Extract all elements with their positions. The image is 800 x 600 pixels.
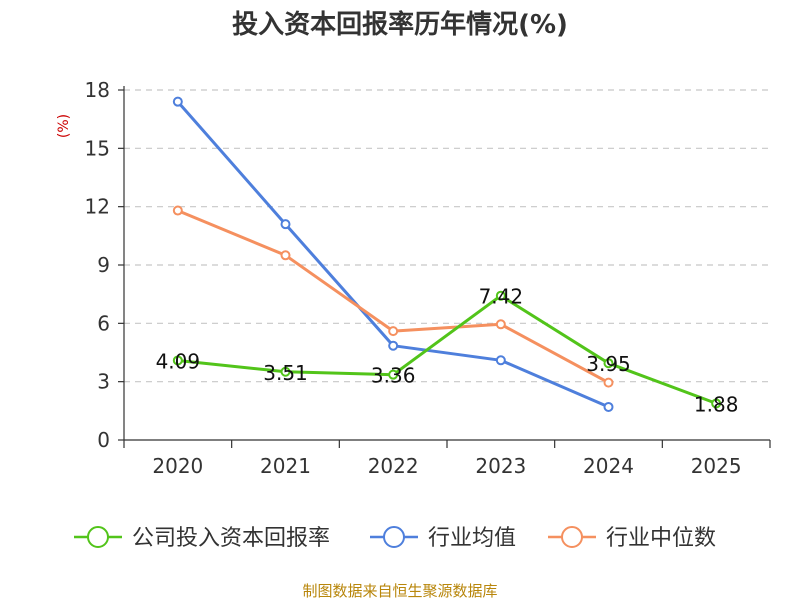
series-1-point-2021 bbox=[280, 219, 291, 230]
series-0-point-2024 bbox=[603, 358, 614, 369]
series-2-point-2020 bbox=[172, 205, 183, 216]
legend-swatch-marker-2 bbox=[561, 526, 583, 548]
grid-lines bbox=[124, 89, 770, 383]
legend: 公司投入资本回报率 行业均值 行业中位数 bbox=[74, 526, 716, 551]
series-2-point-2024 bbox=[603, 377, 614, 388]
y-tick-label-0: 0 bbox=[97, 428, 110, 452]
series-1-point-2020 bbox=[172, 96, 183, 107]
series-layer bbox=[172, 96, 722, 412]
series-0-point-2025 bbox=[711, 398, 722, 409]
legend-swatch-marker-0 bbox=[87, 526, 109, 548]
legend-item-1[interactable]: 行业均值 bbox=[370, 526, 516, 551]
x-tick-label-2021: 2021 bbox=[260, 454, 311, 478]
data-label-2023: 7.42 bbox=[479, 285, 524, 309]
source-note: 制图数据来自恒生聚源数据库 bbox=[302, 582, 497, 600]
series-0-point-2020 bbox=[172, 355, 183, 366]
axes: 0 3 6 9 12 15 18 2020 2021 2022 2023 2024 2025 bbox=[85, 78, 771, 478]
legend-item-0[interactable]: 公司投入资本回报率 bbox=[74, 526, 330, 551]
data-label-2021: 3.51 bbox=[263, 361, 308, 385]
x-tick-label-2023: 2023 bbox=[475, 454, 526, 478]
legend-label-2: 行业中位数 bbox=[606, 526, 716, 551]
series-0-point-2023 bbox=[495, 290, 506, 301]
data-labels: 4.09 3.51 3.36 7.42 3.95 1.88 bbox=[156, 285, 739, 417]
data-label-2022: 3.36 bbox=[371, 364, 416, 388]
series-line-1 bbox=[176, 100, 610, 409]
chart-title: 投入资本回报率历年情况(%) bbox=[232, 9, 568, 40]
y-tick-label-12: 12 bbox=[85, 195, 110, 219]
x-tick-label-2020: 2020 bbox=[152, 454, 203, 478]
legend-swatch-marker-1 bbox=[383, 526, 405, 548]
series-1-point-2023 bbox=[495, 355, 506, 366]
y-axis-unit-label: (%) bbox=[56, 114, 72, 138]
series-0-point-2022 bbox=[388, 369, 399, 380]
series-2-point-2023 bbox=[495, 319, 506, 330]
series-line-0 bbox=[177, 294, 717, 405]
y-tick-label-9: 9 bbox=[97, 253, 110, 277]
series-2-point-2021 bbox=[280, 250, 291, 261]
y-tick-label-15: 15 bbox=[85, 136, 110, 160]
y-tick-label-6: 6 bbox=[97, 311, 110, 335]
y-tick-label-18: 18 bbox=[85, 78, 110, 102]
x-tick-label-2022: 2022 bbox=[368, 454, 419, 478]
series-1-point-2022 bbox=[388, 340, 399, 351]
legend-label-1: 行业均值 bbox=[428, 526, 516, 551]
legend-label-0: 公司投入资本回报率 bbox=[132, 526, 330, 551]
series-2-point-2022 bbox=[388, 326, 399, 337]
series-line-2 bbox=[177, 209, 610, 384]
series-0-point-2021 bbox=[280, 366, 291, 377]
y-tick-label-3: 3 bbox=[97, 370, 110, 394]
legend-item-2[interactable]: 行业中位数 bbox=[548, 526, 716, 551]
data-label-2025: 1.88 bbox=[694, 392, 739, 416]
x-tick-label-2024: 2024 bbox=[583, 454, 634, 478]
x-tick-label-2025: 2025 bbox=[691, 454, 742, 478]
data-label-2024: 3.95 bbox=[586, 352, 631, 376]
data-label-2020: 4.09 bbox=[156, 349, 201, 373]
series-1-point-2024 bbox=[603, 401, 614, 412]
